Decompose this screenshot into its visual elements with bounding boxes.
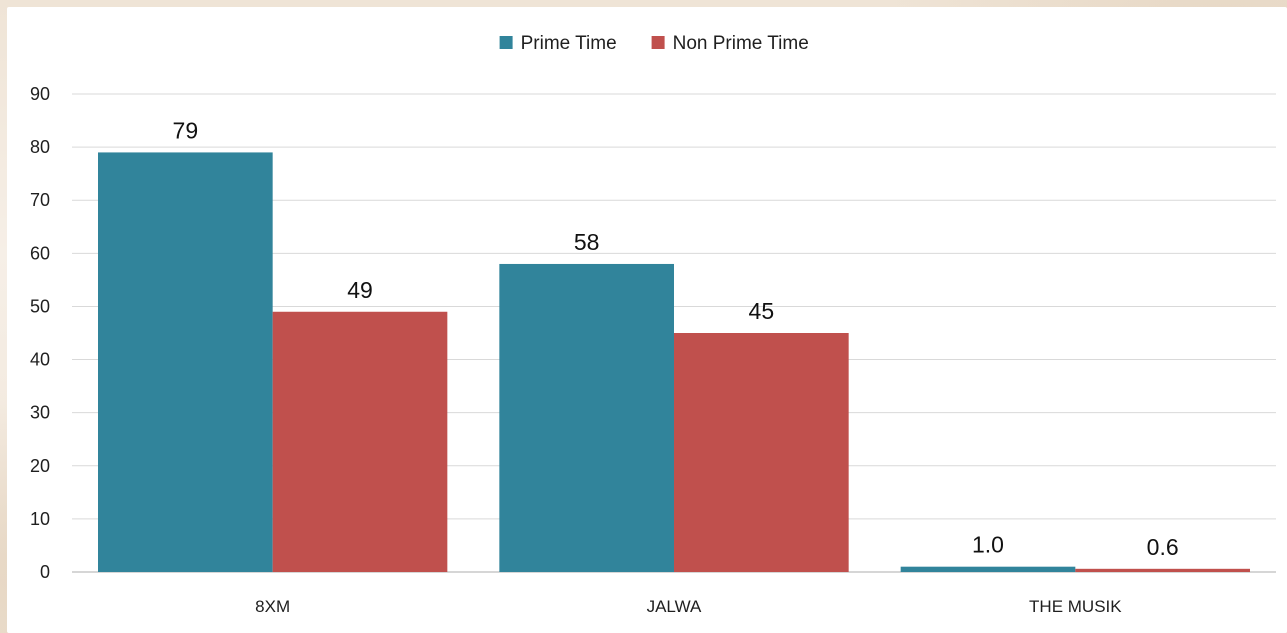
y-tick-label-90: 90 xyxy=(30,84,50,104)
bars xyxy=(98,152,1250,572)
bar-jalwa-non-prime-time xyxy=(674,333,849,572)
data-label-jalwa-prime-time: 58 xyxy=(574,229,600,255)
y-tick-label-60: 60 xyxy=(30,243,50,263)
bar-8xm-non-prime-time xyxy=(272,311,448,572)
data-label-8xm-prime-time: 79 xyxy=(173,117,199,143)
x-axis: 8XM JALWA THE MUSIK xyxy=(255,597,1122,616)
legend: Prime Time Non Prime Time xyxy=(499,33,809,54)
y-tick-label-70: 70 xyxy=(30,190,50,210)
bar-jalwa-prime-time xyxy=(499,263,674,572)
data-label-jalwa-non-prime-time: 45 xyxy=(749,298,775,324)
legend-swatch-non-prime-time xyxy=(651,36,665,49)
y-tick-label-10: 10 xyxy=(30,509,50,529)
y-tick-label-50: 50 xyxy=(30,296,50,316)
y-tick-label-20: 20 xyxy=(30,456,50,476)
x-tick-label-the-musik: THE MUSIK xyxy=(1029,597,1122,616)
bar-the-musik-prime-time xyxy=(900,566,1076,572)
y-tick-label-0: 0 xyxy=(40,562,50,582)
legend-label-prime-time: Prime Time xyxy=(521,33,617,54)
legend-swatch-prime-time xyxy=(499,36,513,49)
bar-the-musik-non-prime-time xyxy=(1075,568,1250,572)
data-labels: 79 49 58 45 1.0 0.6 xyxy=(173,117,1179,559)
y-tick-label-30: 30 xyxy=(30,403,50,423)
bar-8xm-prime-time xyxy=(98,152,273,572)
data-label-8xm-non-prime-time: 49 xyxy=(347,277,373,303)
x-tick-label-jalwa: JALWA xyxy=(647,597,702,616)
data-label-the-musik-prime-time: 1.0 xyxy=(972,532,1004,558)
data-label-the-musik-non-prime-time: 0.6 xyxy=(1147,534,1179,560)
y-tick-label-40: 40 xyxy=(30,350,50,370)
y-tick-label-80: 80 xyxy=(30,137,50,157)
legend-label-non-prime-time: Non Prime Time xyxy=(673,33,809,54)
y-axis: 0 10 20 30 40 50 60 70 80 90 xyxy=(30,84,50,582)
x-tick-label-8xm: 8XM xyxy=(255,597,290,616)
